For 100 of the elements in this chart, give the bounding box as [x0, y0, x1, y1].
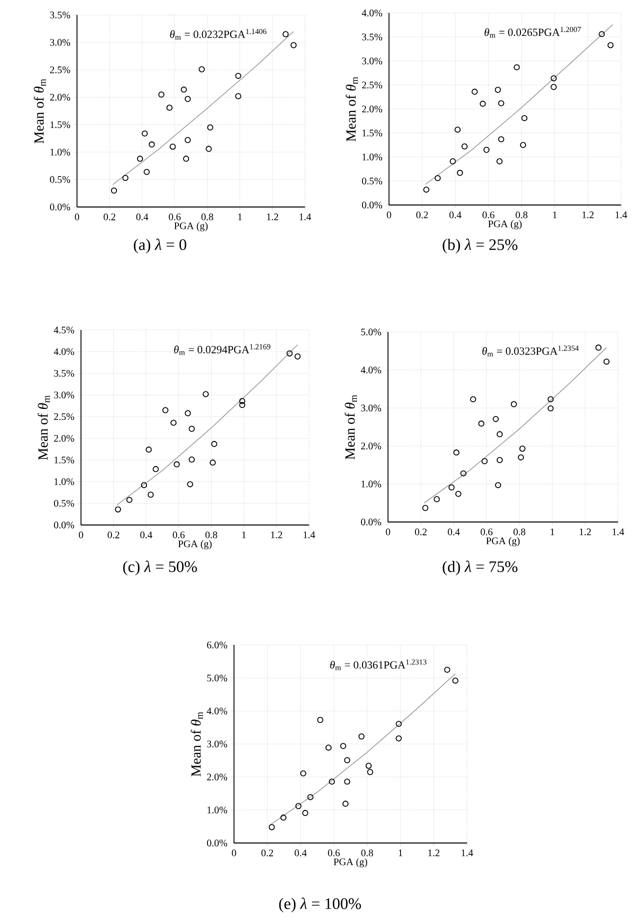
point	[548, 405, 554, 412]
line-series	[270, 673, 456, 825]
annotation: θ$_{m}$ = 0.0294PGA$^{1.2169}$	[174, 344, 270, 355]
point	[184, 137, 191, 144]
point	[483, 146, 490, 153]
y-tick-label: 0.5%	[362, 178, 382, 184]
y-tick-label: 5.0%	[207, 674, 228, 682]
x-tick-label: 0	[78, 532, 84, 538]
x-tick-label: 0.4	[294, 850, 307, 856]
point	[460, 470, 466, 476]
point	[198, 66, 205, 72]
annotation: θ$_{m}$ = 0.0232PGA$^{1.1406}$	[170, 28, 266, 40]
y-tick-label: 3.0%	[50, 39, 70, 46]
y-tick-label: 0.0%	[207, 840, 228, 846]
y-tick-label: 2.5%	[362, 82, 382, 88]
y-tick-label: 1.0%	[362, 154, 382, 160]
point	[519, 446, 526, 452]
y-tick-label: 3.5%	[50, 12, 70, 18]
y-tick-label: 1.5%	[50, 121, 70, 128]
x-tick-label: 0.6	[328, 850, 340, 856]
point	[492, 416, 499, 422]
y-tick-label: 5.0%	[361, 328, 382, 336]
point	[282, 31, 289, 38]
y-tick-label: 3.5%	[362, 34, 382, 40]
point	[510, 401, 517, 408]
y-tick-label: 2.0%	[362, 106, 382, 112]
point	[480, 100, 486, 107]
point	[328, 778, 335, 785]
x-axis-title: PGA (g)	[174, 222, 208, 232]
point	[290, 42, 297, 48]
point	[366, 762, 372, 769]
point	[268, 824, 275, 830]
x-tick-label: 0.4	[140, 532, 152, 538]
point	[188, 426, 195, 432]
y-tick-label: 1.0%	[362, 480, 382, 488]
point	[340, 742, 346, 750]
x-tick-label: 0.2	[261, 850, 273, 856]
point	[180, 86, 187, 93]
point	[239, 402, 246, 408]
y-axis-title: Mean of θ$_{m}$	[38, 395, 50, 460]
text: (d) λ = 75%	[442, 560, 518, 576]
x-tick-label: 0	[386, 212, 392, 218]
point	[422, 504, 428, 511]
y-axis-title: Mean of θ$_{m}$	[346, 76, 358, 142]
point	[114, 506, 122, 512]
point	[396, 720, 402, 727]
text: (b) λ = 25%	[442, 238, 518, 254]
x-tick-label: 0.2	[104, 214, 116, 220]
point	[448, 484, 455, 490]
x-tick-label: 1.2	[580, 528, 591, 536]
x-tick-label: 1	[553, 212, 557, 218]
point	[521, 115, 528, 122]
point	[317, 716, 324, 723]
point	[450, 158, 456, 164]
point	[598, 31, 605, 38]
x-tick-label: 0	[386, 528, 390, 536]
y-axis-title: Mean of θ$_{m}$	[190, 712, 203, 776]
annotation: θ$_{m}$ = 0.0265PGA$^{1.2007}$	[484, 26, 581, 38]
y-tick-label: 3.0%	[207, 740, 228, 748]
point	[295, 803, 302, 810]
point	[495, 482, 502, 488]
point	[188, 456, 195, 463]
point	[210, 460, 216, 466]
point	[496, 431, 503, 438]
y-tick-label: 1.5%	[54, 456, 74, 464]
line-series	[424, 347, 607, 504]
annotation: θ$_{m}$ = 0.0323PGA$^{1.2354}$	[482, 346, 579, 356]
point	[148, 141, 155, 148]
x-tick-label: 0.2	[416, 212, 428, 218]
point	[470, 396, 476, 402]
point	[344, 778, 350, 785]
point	[454, 126, 461, 133]
x-tick-label: 0.6	[480, 528, 493, 536]
y-tick-label: 2.5%	[50, 66, 70, 74]
x-tick-label: 1.2	[267, 214, 278, 220]
text: (e) λ = 100%	[279, 898, 361, 912]
point	[520, 142, 526, 148]
y-tick-label: 3.0%	[362, 58, 382, 64]
point	[184, 410, 191, 416]
x-tick-label: 0.8	[201, 214, 214, 220]
point	[184, 96, 191, 102]
point	[140, 482, 148, 488]
x-tick-label: 0.2	[108, 532, 120, 538]
y-tick-label: 4.0%	[362, 10, 382, 16]
y-tick-label: 0.0%	[54, 522, 74, 528]
point	[302, 810, 308, 816]
point	[170, 144, 176, 150]
y-tick-label: 2.0%	[50, 94, 70, 101]
x-tick-label: 1.2	[428, 850, 440, 856]
x-tick-label: 1	[242, 532, 246, 538]
point	[187, 481, 194, 488]
point	[202, 391, 209, 398]
x-tick-label: 1.4	[462, 850, 474, 856]
annotation: θ$_{m}$ = 0.0361PGA$^{1.2313}$	[330, 659, 426, 670]
x-tick-label: 0.8	[205, 532, 218, 538]
y-tick-label: 0.0%	[362, 202, 382, 208]
point	[162, 407, 168, 414]
point	[358, 733, 365, 740]
y-tick-label: 2.0%	[54, 434, 74, 442]
x-tick-label: 1.4	[304, 532, 316, 538]
